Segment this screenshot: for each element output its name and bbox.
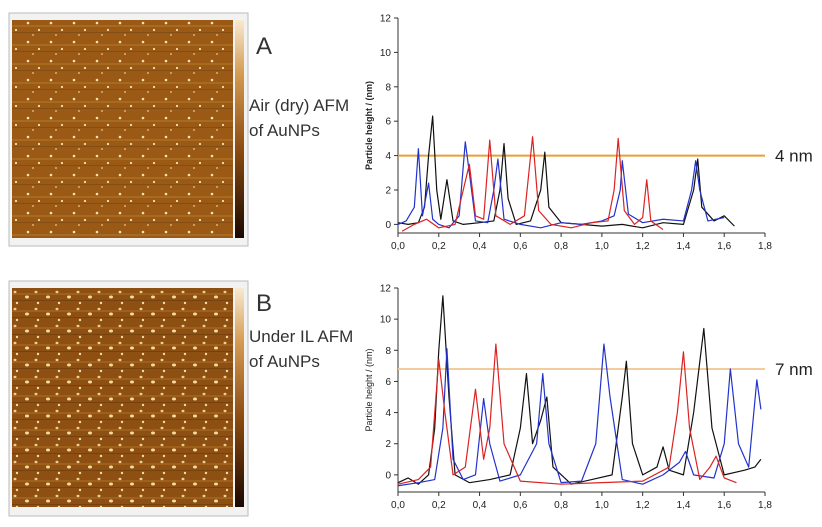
x-tick-label: 0,0 xyxy=(391,500,405,511)
y-tick-label: 6 xyxy=(385,117,391,128)
x-tick-label: 1,2 xyxy=(636,500,650,511)
x-tick-label: 0,4 xyxy=(473,500,487,511)
reference-label: 4 nm xyxy=(775,147,813,166)
y-tick-label: 8 xyxy=(385,82,391,93)
x-tick-label: 0,8 xyxy=(554,500,568,511)
data-line xyxy=(397,343,737,485)
y-tick-label: 0 xyxy=(385,220,391,231)
afm-image-b xyxy=(8,280,249,517)
data-line xyxy=(397,343,762,487)
reference-label: 7 nm xyxy=(775,360,813,379)
y-tick-label: 6 xyxy=(385,377,391,388)
panel-caption: Air (dry) AFM xyxy=(249,96,349,115)
y-tick-label: 2 xyxy=(385,186,391,197)
x-tick-label: 1,2 xyxy=(636,241,650,252)
panel-label: B xyxy=(256,290,272,317)
y-tick-label: 4 xyxy=(385,151,391,162)
data-line xyxy=(401,136,664,232)
x-tick-label: 0,2 xyxy=(432,500,446,511)
x-tick-label: 1,8 xyxy=(758,500,772,511)
panel-caption: of AuNPs xyxy=(249,121,320,140)
y-tick-label: 12 xyxy=(380,14,392,25)
y-tick-label: 12 xyxy=(380,284,392,295)
y-tick-label: 10 xyxy=(380,315,392,326)
y-axis-label: Particle height / (nm) xyxy=(364,81,374,170)
y-tick-label: 8 xyxy=(385,346,391,357)
x-tick-label: 1,4 xyxy=(676,241,690,252)
x-tick-label: 1,6 xyxy=(717,500,731,511)
data-line xyxy=(397,141,725,229)
x-tick-label: 1,0 xyxy=(595,500,609,511)
x-tick-label: 1,8 xyxy=(758,241,772,252)
data-line xyxy=(397,295,762,485)
x-tick-label: 0,6 xyxy=(513,500,527,511)
x-tick-label: 1,0 xyxy=(595,241,609,252)
x-tick-label: 0,6 xyxy=(513,241,527,252)
y-tick-label: 10 xyxy=(380,48,392,59)
data-line xyxy=(397,115,735,229)
y-tick-label: 4 xyxy=(385,408,391,419)
y-tick-label: 0 xyxy=(385,470,391,481)
panel-caption: of AuNPs xyxy=(249,352,320,371)
x-tick-label: 1,4 xyxy=(676,500,690,511)
y-tick-label: 2 xyxy=(385,439,391,450)
x-tick-label: 0,0 xyxy=(391,241,405,252)
x-tick-label: 0,8 xyxy=(554,241,568,252)
x-tick-label: 0,4 xyxy=(473,241,487,252)
panel-caption: Under IL AFM xyxy=(249,327,353,346)
afm-image-a xyxy=(8,12,249,247)
panel-label: A xyxy=(256,33,272,60)
x-tick-label: 1,6 xyxy=(717,241,731,252)
x-tick-label: 0,2 xyxy=(432,241,446,252)
y-axis-label: Particle height / (nm) xyxy=(364,348,374,431)
